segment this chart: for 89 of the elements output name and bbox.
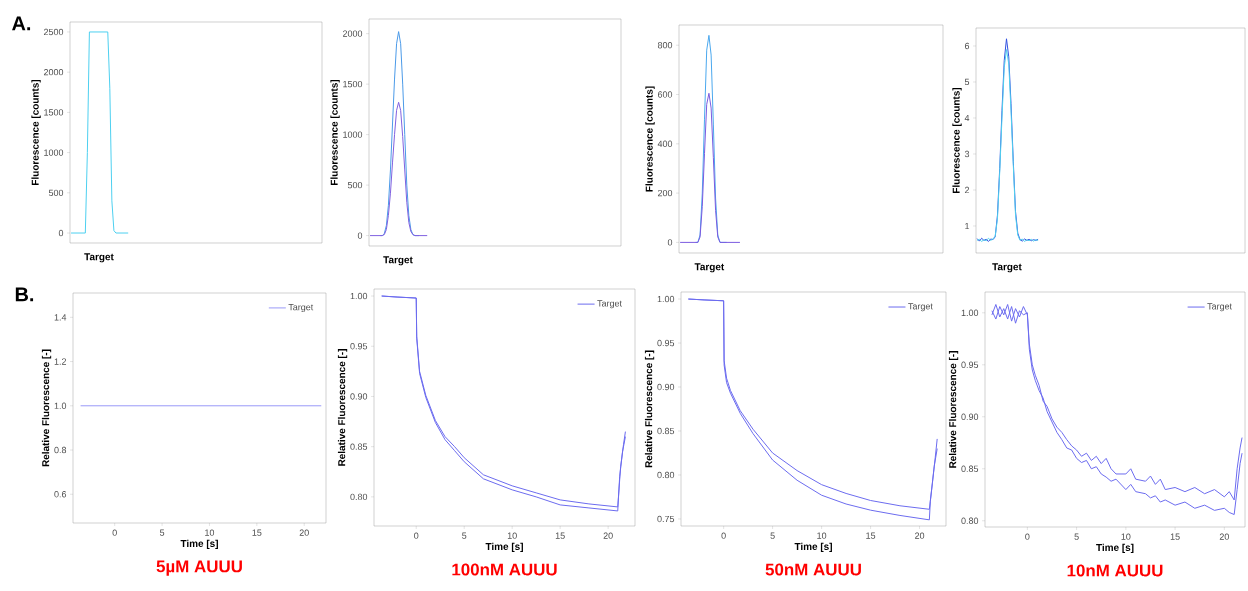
legend-label: Target <box>597 300 622 309</box>
y-axis-title: Fluorescence [counts] <box>645 86 655 192</box>
y-tick-label: 4 <box>964 114 970 122</box>
y-tick-label: 2000 <box>342 30 363 37</box>
x-tick-label: 15 <box>866 532 876 539</box>
legend-label: Target <box>908 303 933 312</box>
text: A. <box>12 16 31 31</box>
x-axis-title: Target <box>383 256 413 266</box>
y-axis-title: Relative Fluorescence [-] <box>337 349 348 466</box>
x-tick-label: 0 <box>721 532 726 539</box>
x-tick-label: 5 <box>159 529 165 536</box>
y-tick-label: 0.80 <box>657 471 675 479</box>
y-tick-label: 400 <box>657 140 673 147</box>
x-axis-title: Target <box>84 253 114 263</box>
text: 5µM AUUU <box>156 560 242 576</box>
x-tick-label: 0 <box>112 529 117 536</box>
x-axis-title: Time [s] <box>485 542 523 552</box>
y-tick-label: 1.00 <box>657 295 675 303</box>
y-tick-label: 500 <box>347 181 363 189</box>
y-tick-label: 0.95 <box>657 339 675 347</box>
x-tick-label: 0 <box>414 532 419 539</box>
x-tick-label: 10 <box>205 529 215 536</box>
y-tick-label: 0 <box>667 239 673 246</box>
y-tick-label: 0.85 <box>657 427 675 435</box>
x-tick-label: 10 <box>817 532 827 539</box>
y-tick-label: 1500 <box>343 80 363 88</box>
y-tick-label: 0.80 <box>961 517 979 524</box>
y-tick-label: 0.80 <box>350 493 368 501</box>
y-tick-label: 2500 <box>43 28 64 36</box>
y-tick-label: 1.2 <box>54 358 67 365</box>
y-tick-label: 0.95 <box>961 361 979 368</box>
y-tick-label: 200 <box>657 189 673 197</box>
x-tick-label: 10 <box>1121 533 1131 540</box>
y-tick-label: 1.4 <box>54 314 67 321</box>
y-tick-label: 1000 <box>343 131 363 138</box>
y-axis-title: Relative Fluorescence [-] <box>948 351 959 468</box>
y-axis-title: Fluorescence [counts] <box>31 79 41 185</box>
y-axis-title: Relative Fluorescence [-] <box>644 350 655 468</box>
x-tick-label: 20 <box>603 532 613 539</box>
legend-label: Target <box>288 304 314 313</box>
y-tick-label: 2 <box>964 186 970 194</box>
y-tick-label: 5 <box>964 78 970 86</box>
x-tick-label: 5 <box>1074 533 1079 540</box>
x-axis-title: Target <box>694 263 725 273</box>
y-tick-label: 0.90 <box>657 383 675 391</box>
y-tick-label: 0.6 <box>54 491 67 498</box>
text: 50nM AUUU <box>765 563 861 576</box>
text: B. <box>15 287 34 302</box>
y-tick-label: 0.75 <box>657 515 675 523</box>
x-tick-label: 0 <box>1025 533 1030 540</box>
x-tick-label: 5 <box>770 532 775 539</box>
y-tick-label: 6 <box>964 42 970 50</box>
x-tick-label: 10 <box>507 532 517 539</box>
text: 100nM AUUU <box>452 563 557 576</box>
y-tick-label: 0.85 <box>961 465 979 472</box>
x-tick-label: 20 <box>915 532 925 539</box>
x-axis-title: Time [s] <box>1096 543 1134 553</box>
y-tick-label: 1.00 <box>961 309 979 316</box>
y-tick-label: 1 <box>965 222 970 230</box>
y-tick-label: 0 <box>58 229 64 237</box>
text: 10nM AUUU <box>1067 564 1163 577</box>
y-tick-label: 1.0 <box>54 402 67 409</box>
y-tick-label: 0.95 <box>350 343 368 350</box>
x-tick-label: 15 <box>252 529 262 536</box>
legend-label: Target <box>1207 303 1232 312</box>
y-tick-label: 0.90 <box>350 393 368 400</box>
y-tick-label: 1000 <box>44 149 64 156</box>
x-axis-title: Time [s] <box>180 539 218 549</box>
y-tick-label: 0.85 <box>350 443 368 450</box>
x-tick-label: 20 <box>1219 533 1229 540</box>
x-tick-label: 15 <box>1170 533 1180 540</box>
y-tick-label: 2000 <box>43 69 64 76</box>
y-tick-label: 1500 <box>44 109 64 116</box>
y-tick-label: 1.00 <box>350 292 368 300</box>
y-tick-label: 800 <box>657 42 673 49</box>
y-axis-title: Relative Fluorescence [-] <box>41 349 52 467</box>
x-axis-title: Target <box>992 263 1022 273</box>
y-tick-label: 500 <box>48 189 64 196</box>
y-axis-title: Fluorescence [counts] <box>952 87 962 193</box>
x-tick-label: 5 <box>462 532 467 539</box>
y-tick-label: 600 <box>657 91 673 98</box>
x-tick-label: 15 <box>555 532 565 539</box>
x-axis-title: Time [s] <box>794 542 832 552</box>
y-tick-label: 0 <box>357 232 363 239</box>
y-tick-label: 0.8 <box>54 446 67 454</box>
y-tick-label: 3 <box>964 150 970 158</box>
y-tick-label: 0.90 <box>961 413 979 420</box>
x-tick-label: 20 <box>299 529 309 536</box>
y-axis-title: Fluorescence [counts] <box>330 79 340 185</box>
